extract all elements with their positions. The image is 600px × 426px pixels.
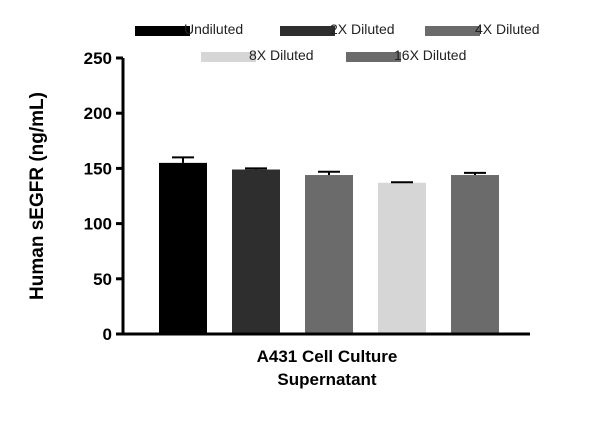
bar-16x-diluted [451, 175, 499, 334]
bar-8x-diluted [378, 182, 426, 334]
y-tick-label: 200 [84, 104, 112, 123]
legend-swatch [201, 52, 256, 62]
y-axis: 0 50 100 150 200 250 [84, 49, 125, 344]
legend-swatch [346, 52, 401, 62]
y-tick-label: 0 [103, 325, 112, 344]
y-tick-label: 250 [84, 49, 112, 68]
y-tick-label: 50 [93, 270, 112, 289]
legend-label: 16X Diluted [394, 47, 467, 63]
legend-swatch [135, 26, 190, 36]
y-tick-label: 150 [84, 159, 112, 178]
bar-undiluted [159, 162, 207, 334]
y-axis-title: Human sEGFR (ng/mL) [27, 92, 48, 300]
bars [159, 156, 499, 334]
legend-swatch [425, 26, 480, 36]
legend-swatch [280, 26, 335, 36]
category-label-line-2: Supernatant [277, 370, 377, 389]
legend-label: 8X Diluted [249, 47, 314, 63]
legend-label: 4X Diluted [475, 21, 540, 37]
bar-2x-diluted [232, 169, 280, 334]
y-tick-label: 100 [84, 215, 112, 234]
legend-label: Undiluted [184, 21, 244, 37]
bar-4x-diluted [305, 175, 353, 334]
legend-label: 2X Diluted [330, 21, 395, 37]
category-label-line-1: A431 Cell Culture [257, 347, 398, 366]
